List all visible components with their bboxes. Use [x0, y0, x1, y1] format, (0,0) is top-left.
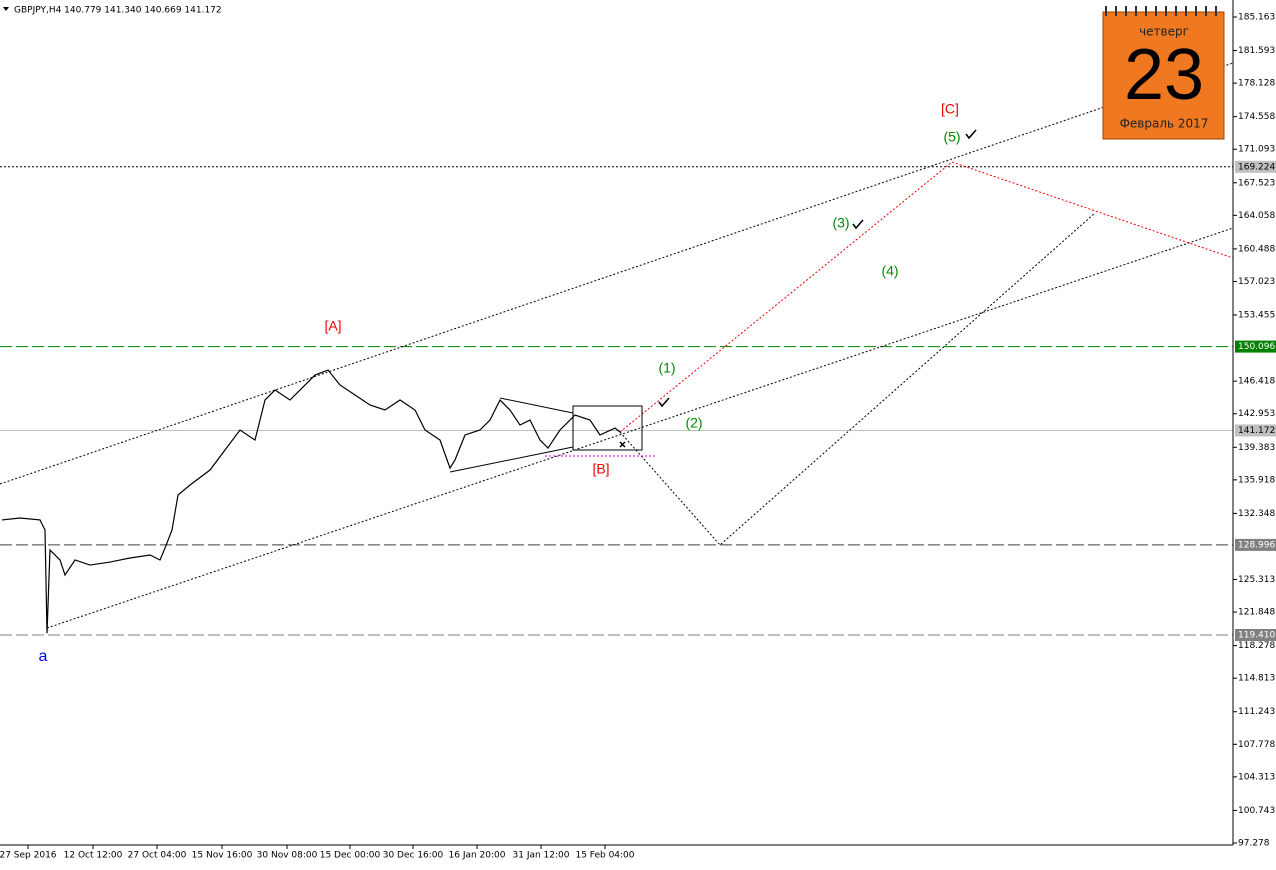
level-label-bg — [1235, 340, 1276, 353]
level-label-bg — [1235, 424, 1276, 437]
x-tick-label: 15 Nov 16:00 — [192, 851, 253, 861]
wave-label: [C] — [941, 101, 959, 117]
y-tick-label: 185.163 — [1238, 13, 1275, 23]
y-tick-label: 146.418 — [1238, 377, 1275, 387]
wave-label: (2) — [685, 415, 702, 431]
level-label: 169.224 — [1238, 162, 1275, 172]
month: Февраль 2017 — [1120, 117, 1209, 131]
level-label: 150.096 — [1238, 342, 1275, 352]
level-label-bg — [1235, 628, 1276, 641]
y-tick-label: 132.348 — [1238, 509, 1275, 519]
calendar-rings — [1105, 6, 1217, 16]
y-tick-label: 114.813 — [1238, 674, 1275, 684]
x-tick-label: 30 Nov 08:00 — [257, 851, 318, 861]
upper-channel — [0, 62, 1234, 485]
y-tick-label: 135.918 — [1238, 475, 1275, 485]
level-label-bg — [1235, 538, 1276, 551]
triangle-top — [499, 397, 574, 414]
x-tick-label: 12 Oct 12:00 — [64, 851, 123, 861]
price-line — [1, 369, 621, 634]
checkmarks — [658, 129, 977, 408]
x-tick-label: 30 Dec 16:00 — [383, 851, 444, 861]
y-tick-label: 118.278 — [1238, 641, 1275, 651]
level-label: 141.172 — [1238, 426, 1275, 436]
cross — [619, 441, 626, 448]
y-tick-label: 104.313 — [1238, 772, 1275, 782]
x-tick-label: 15 Dec 00:00 — [320, 851, 381, 861]
y-tick-label: 164.058 — [1238, 211, 1275, 221]
y-tick-label: 171.093 — [1238, 145, 1275, 155]
chart-title: GBPJPY,H4 140.779 141.340 140.669 141.17… — [14, 6, 222, 16]
y-tick-label: 139.383 — [1238, 443, 1275, 453]
weekday: четверг — [1139, 25, 1189, 39]
analysis-lines — [0, 0, 1234, 846]
wave-label: (5) — [943, 129, 960, 145]
y-tick-label: 121.848 — [1238, 608, 1275, 618]
x-tick-label: 27 Oct 04:00 — [128, 851, 187, 861]
wave-label: [B] — [592, 461, 609, 477]
y-tick-label: 100.743 — [1238, 806, 1275, 816]
day: 23 — [1124, 35, 1204, 115]
wave-label: [A] — [324, 318, 341, 334]
wave-label: (4) — [881, 263, 898, 279]
level-label: 119.410 — [1238, 630, 1275, 640]
menu-arrow — [3, 7, 9, 11]
wave-label: (1) — [658, 360, 675, 376]
alt-path — [619, 212, 1096, 546]
wave-label: (3) — [832, 215, 849, 231]
wave-label: a — [39, 648, 48, 665]
y-tick-label: 153.455 — [1238, 311, 1275, 321]
box — [572, 405, 643, 451]
y-tick-label: 125.313 — [1238, 575, 1275, 585]
wave-c-path — [619, 161, 1234, 433]
x-tick-label: 15 Feb 04:00 — [575, 851, 634, 861]
y-tick-label: 97.278 — [1238, 838, 1270, 848]
y-tick-label: 107.778 — [1238, 740, 1275, 750]
y-tick-label: 157.023 — [1238, 277, 1275, 287]
lower-channel — [46, 227, 1234, 629]
triangle-bottom — [449, 446, 574, 473]
y-tick-label: 160.488 — [1238, 244, 1275, 254]
calendar-bg — [1102, 11, 1225, 140]
y-tick-label: 142.953 — [1238, 409, 1275, 419]
y-tick-label: 178.128 — [1238, 79, 1275, 89]
x-tick-label: 27 Sep 2016 — [0, 851, 57, 861]
level-label: 128.996 — [1238, 540, 1275, 550]
y-tick-label: 167.523 — [1238, 178, 1275, 188]
y-tick-label: 111.243 — [1238, 707, 1275, 717]
y-tick-label: 181.593 — [1238, 46, 1275, 56]
calendar: четверг 23 Февраль 2017 — [1102, 6, 1225, 140]
x-tick-label: 31 Jan 12:00 — [513, 851, 570, 861]
y-tick-label: 174.558 — [1238, 112, 1275, 122]
level-label-bg — [1235, 160, 1276, 173]
x-tick-label: 16 Jan 20:00 — [449, 851, 506, 861]
